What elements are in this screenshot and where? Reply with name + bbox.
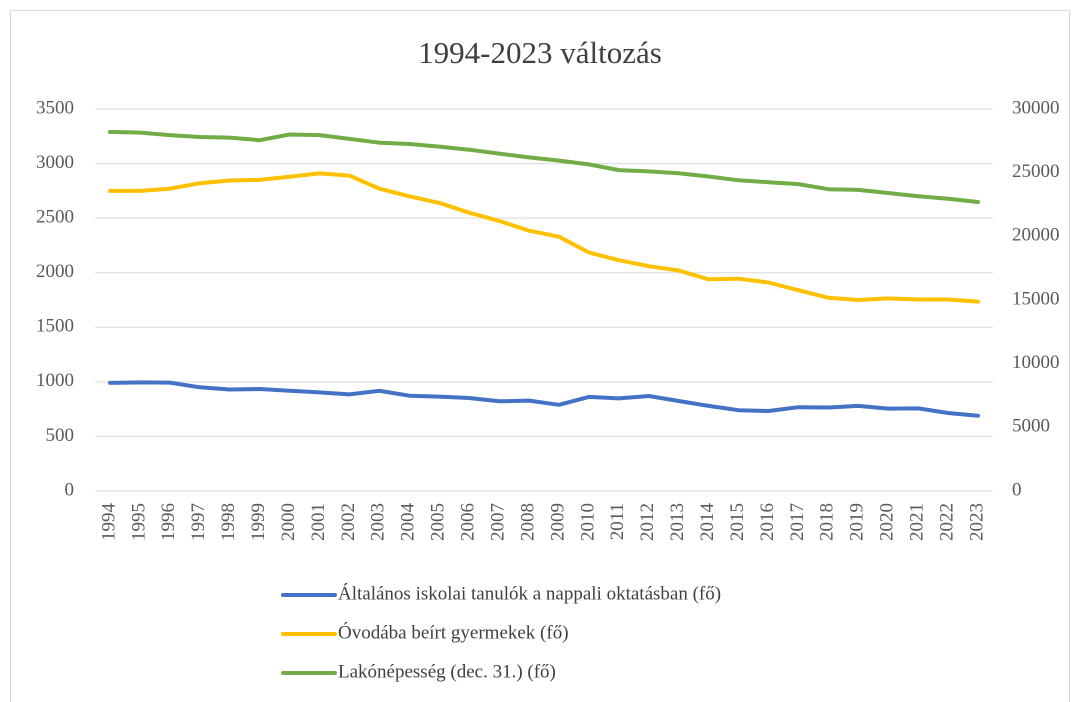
- y-tick-label: 3000: [36, 152, 74, 173]
- x-tick-label: 2013: [667, 503, 688, 541]
- y2-tick-label: 20000: [1012, 225, 1060, 246]
- x-tick-label: 2001: [308, 503, 329, 541]
- x-tick-label: 2011: [607, 503, 628, 540]
- x-tick-label: 1999: [248, 503, 269, 541]
- legend-label: Általános iskolai tanulók a nappali okta…: [338, 582, 721, 604]
- x-tick-label: 2002: [338, 503, 359, 541]
- y-tick-label: 1000: [36, 370, 74, 391]
- x-tick-label: 2021: [907, 503, 928, 541]
- x-tick-label: 2003: [368, 503, 389, 541]
- x-tick-label: 2015: [727, 503, 748, 541]
- y-tick-label: 2500: [36, 207, 74, 228]
- x-tick-label: 2004: [398, 503, 419, 542]
- x-tick-label: 1996: [158, 503, 179, 541]
- series-line: [108, 129, 980, 204]
- x-tick-label: 2019: [847, 503, 868, 541]
- x-tick-label: 1995: [128, 503, 149, 541]
- x-tick-label: 2005: [428, 503, 449, 541]
- x-tick-label: 2009: [547, 503, 568, 541]
- x-tick-label: 2008: [517, 503, 538, 541]
- legend-label: Lakónépesség (dec. 31.) (fő): [338, 661, 556, 682]
- x-tick-label: 2017: [787, 503, 808, 541]
- x-tick-label: 1994: [98, 503, 119, 542]
- x-tick-label: 2020: [877, 503, 898, 541]
- x-tick-label: 2006: [458, 503, 479, 541]
- x-tick-label: 2014: [697, 503, 718, 542]
- series-line: [108, 380, 980, 418]
- series-line: [108, 171, 980, 304]
- x-tick-label: 1997: [188, 503, 209, 541]
- y2-tick-label: 0: [1012, 479, 1022, 500]
- y2-tick-label: 30000: [1012, 97, 1060, 118]
- y2-tick-label: 25000: [1012, 161, 1060, 182]
- chart-border: [10, 10, 1070, 702]
- chart-title: 1994-2023 változás: [418, 35, 662, 70]
- x-tick-label: 2012: [637, 503, 658, 541]
- x-tick-label: 2023: [966, 503, 987, 541]
- legend-label: Óvodába beírt gyermekek (fő): [338, 621, 569, 643]
- y-tick-label: 500: [46, 425, 75, 446]
- y2-tick-label: 5000: [1012, 416, 1050, 437]
- x-tick-label: 2022: [936, 503, 957, 541]
- x-tick-label: 2016: [757, 503, 778, 541]
- x-tick-label: 2018: [817, 503, 838, 541]
- y-tick-label: 3500: [36, 97, 74, 118]
- x-tick-label: 2000: [278, 503, 299, 541]
- x-tick-label: 1998: [218, 503, 239, 541]
- y-tick-label: 0: [65, 479, 75, 500]
- y-tick-label: 2000: [36, 261, 74, 282]
- y-tick-label: 1500: [36, 316, 74, 337]
- y2-tick-label: 10000: [1012, 352, 1060, 373]
- x-tick-label: 2007: [487, 503, 508, 541]
- y2-tick-label: 15000: [1012, 288, 1060, 309]
- x-tick-label: 2010: [577, 503, 598, 541]
